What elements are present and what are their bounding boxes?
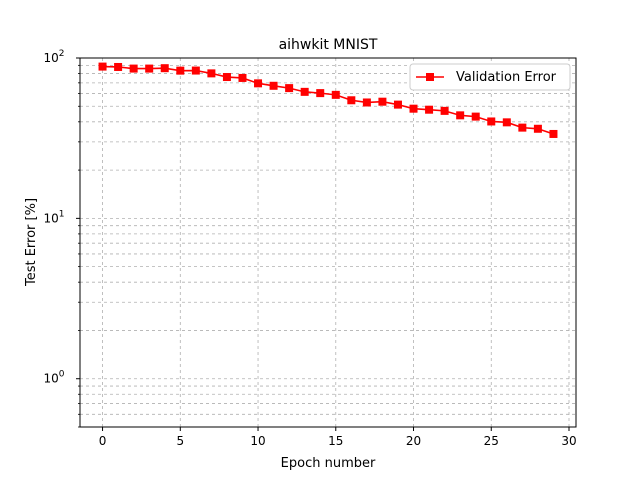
x-tick-label: 0: [99, 434, 107, 448]
data-point-marker: [160, 64, 169, 73]
legend-marker: [426, 73, 434, 81]
data-point-marker: [347, 96, 356, 105]
data-point-marker: [549, 129, 558, 138]
data-point-marker: [393, 100, 402, 109]
data-point-marker: [176, 66, 185, 75]
x-axis-label: Epoch number: [281, 456, 376, 471]
data-point-marker: [502, 118, 511, 127]
data-point-marker: [471, 112, 480, 121]
data-point-marker: [254, 79, 263, 88]
data-point-marker: [98, 62, 107, 71]
x-tick-label: 15: [328, 434, 343, 448]
data-point-marker: [269, 81, 278, 90]
legend-label: Validation Error: [456, 70, 557, 85]
legend: Validation Error: [409, 63, 571, 91]
x-tick-label: 20: [406, 434, 421, 448]
data-point-marker: [300, 87, 309, 96]
plot-area-border: [79, 57, 577, 428]
data-point-marker: [362, 98, 371, 107]
data-point-marker: [518, 123, 527, 132]
x-axis: 0 5 10 15 20 25 30: [99, 427, 577, 448]
data-point-marker: [145, 64, 154, 73]
legend-box: [409, 63, 571, 91]
series-validation-error: [98, 62, 558, 138]
data-point-marker: [129, 64, 138, 73]
data-point-marker: [440, 106, 449, 115]
data-point-marker: [409, 104, 418, 113]
data-point-marker: [425, 105, 434, 114]
y-axis-label: Test Error [%]: [24, 198, 39, 287]
chart-title: aihwkit MNIST: [279, 37, 378, 53]
y-axis: 100 101 102: [43, 49, 80, 428]
data-point-marker: [331, 90, 340, 99]
data-point-marker: [238, 73, 247, 82]
data-point-marker: [456, 111, 465, 120]
data-point-marker: [191, 66, 200, 75]
y-tick-label: 101: [43, 209, 64, 225]
data-point-marker: [285, 84, 294, 93]
data-point-marker: [487, 117, 496, 126]
data-point-marker: [207, 69, 216, 78]
x-tick-label: 5: [176, 434, 184, 448]
data-point-marker: [533, 124, 542, 133]
data-point-marker: [222, 73, 231, 82]
data-point-marker: [316, 89, 325, 98]
data-point-marker: [114, 62, 123, 71]
data-point-marker: [378, 97, 387, 106]
y-tick-label: 102: [43, 49, 64, 65]
x-tick-label: 25: [484, 434, 499, 448]
y-tick-label: 100: [43, 370, 64, 386]
x-tick-label: 30: [561, 434, 576, 448]
x-tick-label: 10: [250, 434, 265, 448]
